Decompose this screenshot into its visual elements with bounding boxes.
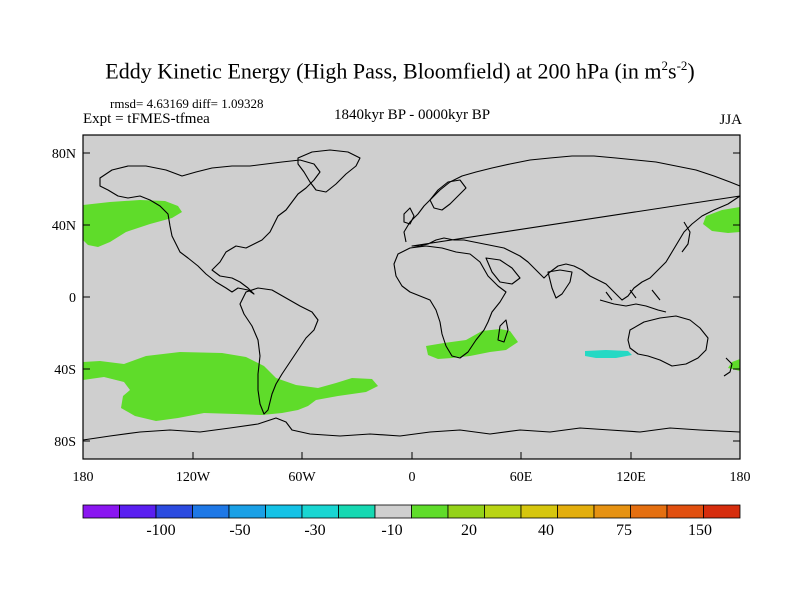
australia-coast	[627, 315, 709, 367]
colorbar-label-minus100: -100	[146, 522, 175, 539]
west-pacific-positive-region	[703, 207, 740, 233]
antarctica-coast	[82, 417, 741, 441]
british-isles-coast	[403, 207, 415, 225]
colorbar-swatch	[155, 504, 193, 519]
colorbar-labels: -100 -50 -30 -10 20 40 75 150	[146, 522, 712, 539]
arabia-coast	[485, 257, 521, 285]
colorbar-label-minus50: -50	[229, 522, 250, 539]
colorbar-swatch	[265, 504, 303, 519]
lon-label-120e: 120E	[616, 470, 646, 485]
colorbar-swatch	[228, 504, 266, 519]
colorbar-swatch	[301, 504, 339, 519]
new-zealand-coast	[723, 357, 733, 377]
colorbar-swatch	[557, 504, 595, 519]
south-pacific-positive-region	[83, 352, 378, 421]
greenland-coast	[297, 149, 361, 193]
north-america-coast	[99, 159, 321, 295]
stats-text: rmsd= 4.63169 diff= 1.09328	[110, 96, 264, 111]
lat-label-40n: 40N	[52, 219, 76, 234]
colorbar-swatch	[411, 504, 449, 519]
period-label: 1840kyr BP - 0000kyr BP	[333, 107, 491, 123]
colorbar-label-minus30: -30	[304, 522, 325, 539]
experiment-label: Expt = tFMES-tfmea	[83, 111, 210, 127]
season-label: JJA	[719, 112, 742, 128]
coastlines	[82, 149, 741, 441]
india-coast	[547, 269, 573, 299]
colorbar-swatch	[666, 504, 704, 519]
lat-label-80s: 80S	[54, 435, 76, 450]
scandinavia-coast	[429, 179, 467, 211]
colorbar	[82, 504, 741, 519]
colorbar-swatch	[520, 504, 558, 519]
lon-label-120w: 120W	[176, 470, 211, 485]
indian-ocean-negative-region	[585, 350, 632, 358]
colorbar-swatch	[593, 504, 631, 519]
axis-ticks	[83, 152, 740, 459]
colorbar-swatch	[192, 504, 230, 519]
colorbar-label-40: 40	[538, 522, 554, 539]
lon-label-60w: 60W	[288, 470, 316, 485]
lat-label-0: 0	[69, 291, 76, 306]
colorbar-label-150: 150	[688, 522, 712, 539]
map-title: Eddy Kinetic Energy (High Pass, Bloomfie…	[105, 58, 695, 84]
lon-label-0: 0	[409, 470, 416, 485]
lat-label-40s: 40S	[54, 363, 76, 378]
lon-label-180e: 180	[730, 470, 751, 485]
north-pacific-positive-region	[83, 200, 182, 247]
colorbar-label-minus10: -10	[381, 522, 402, 539]
colorbar-swatch	[447, 504, 485, 519]
colorbar-swatch	[484, 504, 522, 519]
japan-coast	[681, 221, 691, 253]
colorbar-swatch	[82, 504, 120, 519]
lat-label-80n: 80N	[52, 147, 76, 162]
colorbar-label-20: 20	[461, 522, 477, 539]
latitude-labels: 80N 40N 0 40S 80S	[52, 147, 76, 450]
colorbar-label-75: 75	[616, 522, 632, 539]
colorbar-swatch	[338, 504, 376, 519]
lon-label-60e: 60E	[510, 470, 533, 485]
colorbar-swatch	[374, 504, 412, 519]
colorbar-swatch	[119, 504, 157, 519]
madagascar-coast	[497, 319, 509, 343]
colorbar-swatch	[630, 504, 668, 519]
longitude-labels: 180 120W 60W 0 60E 120E 180	[73, 470, 751, 485]
colorbar-swatch	[703, 504, 741, 519]
africa-coast	[393, 245, 507, 359]
eurasia-coast	[403, 155, 741, 301]
lon-label-180w: 180	[73, 470, 94, 485]
south-america-coast	[239, 287, 319, 415]
indonesia-coast	[599, 289, 667, 313]
